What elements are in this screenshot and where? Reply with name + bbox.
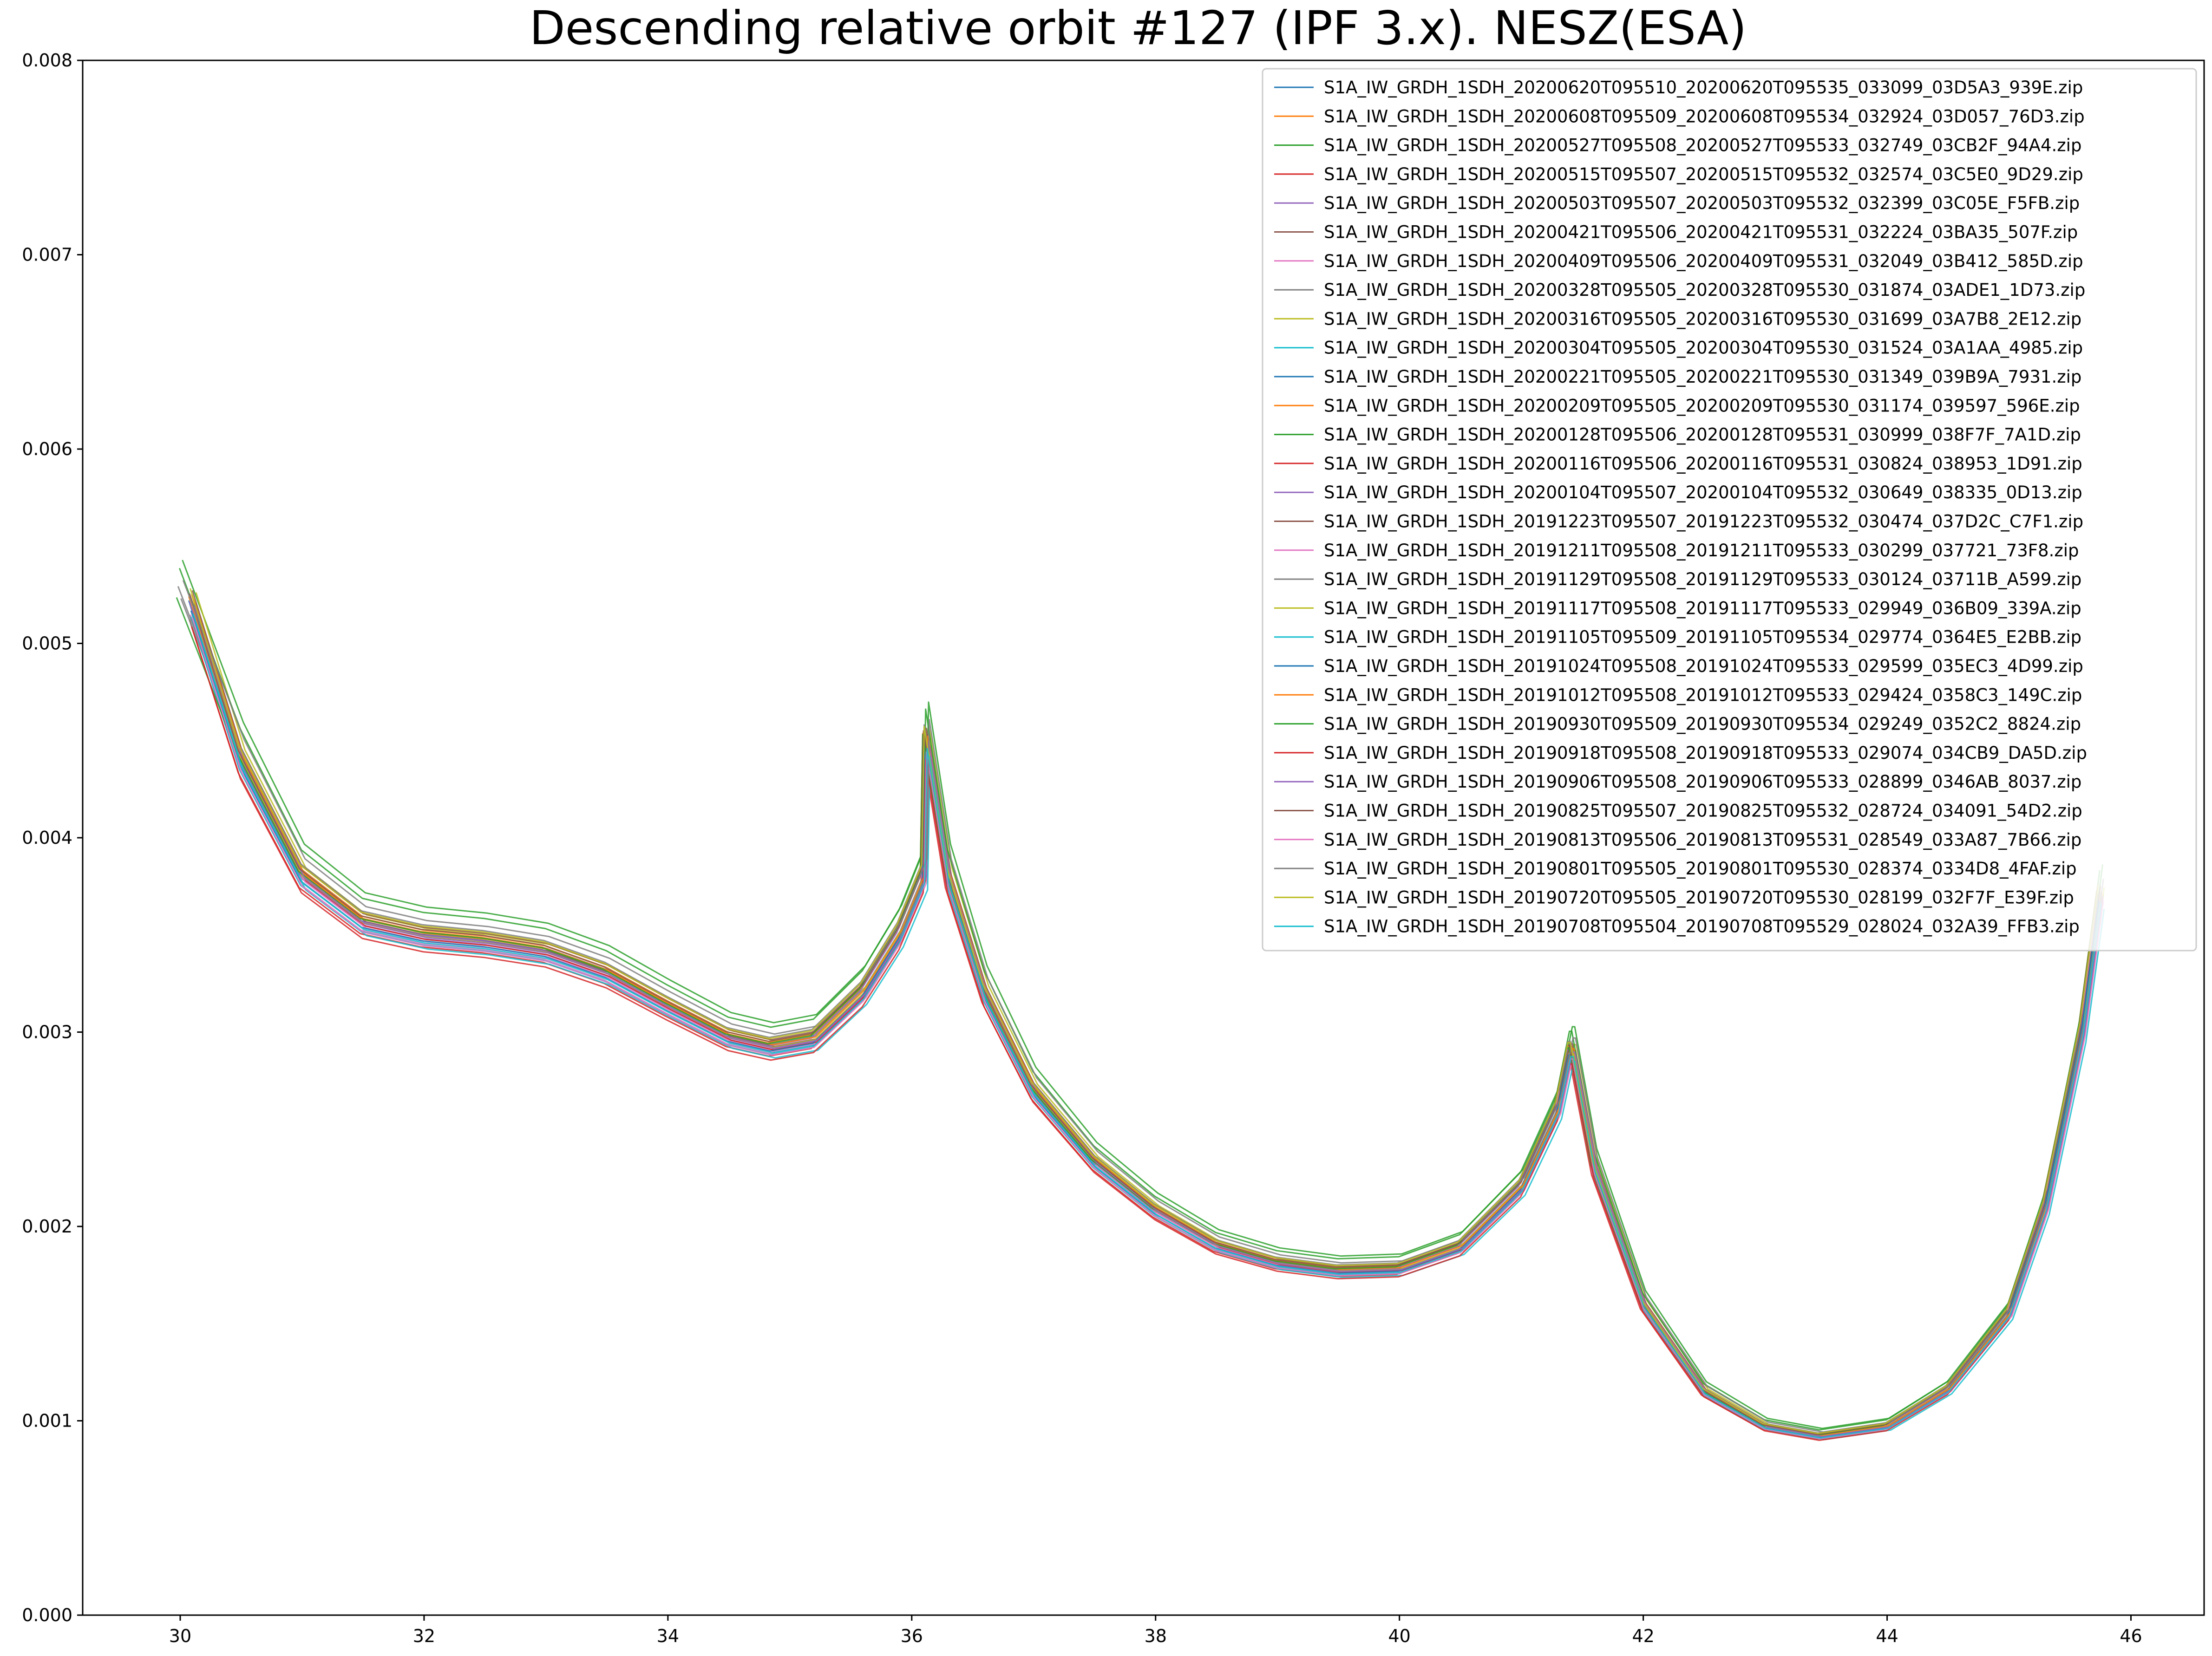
series-line (189, 593, 2099, 1435)
y-tick-label: 0.001 (22, 1411, 72, 1431)
legend-entry: S1A_IW_GRDH_1SDH_20200316T095505_2020031… (1324, 309, 2081, 329)
y-tick-label: 0.004 (22, 828, 72, 848)
x-tick-label: 42 (1632, 1626, 1654, 1646)
series-line (194, 605, 2104, 1437)
chart-title: Descending relative orbit #127 (IPF 3.x)… (530, 1, 1747, 55)
x-tick-label: 38 (1145, 1626, 1167, 1646)
legend-entry: S1A_IW_GRDH_1SDH_20200620T095510_2020062… (1324, 78, 2083, 98)
y-tick-label: 0.000 (22, 1605, 72, 1625)
y-axis: 0.000 0.001 0.002 0.003 0.004 0.005 0.006 0.007… (22, 50, 83, 1625)
x-tick-label: 40 (1388, 1626, 1411, 1646)
series-line (191, 626, 2101, 1441)
series-line (191, 617, 2101, 1440)
series-layer (176, 560, 2105, 1441)
legend-entry: S1A_IW_GRDH_1SDH_20190720T095505_2019072… (1324, 887, 2074, 907)
series-line (178, 567, 2101, 1431)
series-line (182, 580, 2104, 1433)
x-tick-label: 30 (169, 1626, 191, 1646)
legend-entry: S1A_IW_GRDH_1SDH_20200209T095505_2020020… (1324, 396, 2080, 416)
legend-entry: S1A_IW_GRDH_1SDH_20200328T095505_2020032… (1324, 280, 2085, 300)
legend-entry: S1A_IW_GRDH_1SDH_20191117T095508_2019111… (1324, 598, 2081, 618)
legend-entry: S1A_IW_GRDH_1SDH_20200503T095507_2020050… (1324, 193, 2080, 213)
legend-entry: S1A_IW_GRDH_1SDH_20190813T095506_2019081… (1324, 830, 2081, 850)
y-tick-label: 0.005 (22, 633, 72, 654)
series-line (182, 560, 2104, 1429)
legend-entry: S1A_IW_GRDH_1SDH_20190825T095507_2019082… (1324, 801, 2082, 821)
legend-entry: S1A_IW_GRDH_1SDH_20200409T095506_2020040… (1324, 251, 2083, 271)
y-tick-label: 0.002 (22, 1216, 72, 1237)
legend-entry: S1A_IW_GRDH_1SDH_20191211T095508_2019121… (1324, 541, 2079, 561)
x-axis: 30 32 34 36 38 40 42 44 46 (169, 1615, 2142, 1646)
y-tick-label: 0.008 (22, 50, 72, 71)
legend-entry: S1A_IW_GRDH_1SDH_20200527T095508_2020052… (1324, 136, 2081, 156)
legend-entry: S1A_IW_GRDH_1SDH_20190801T095505_2019080… (1324, 859, 2077, 879)
legend-entry: S1A_IW_GRDH_1SDH_20200304T095505_2020030… (1324, 338, 2083, 358)
legend-entry: S1A_IW_GRDH_1SDH_20200515T095507_2020051… (1324, 164, 2083, 184)
x-tick-label: 46 (2120, 1626, 2142, 1646)
y-tick-label: 0.007 (22, 245, 72, 265)
y-tick-label: 0.003 (22, 1022, 72, 1043)
legend-entry: S1A_IW_GRDH_1SDH_20190708T095504_2019070… (1324, 917, 2080, 937)
legend-entry: S1A_IW_GRDH_1SDH_20191024T095508_2019102… (1324, 656, 2083, 676)
y-tick-label: 0.006 (22, 439, 72, 459)
legend-entry: S1A_IW_GRDH_1SDH_20191105T095509_2019110… (1324, 627, 2081, 647)
legend-box (1262, 68, 2197, 952)
x-tick-label: 44 (1876, 1626, 1898, 1646)
legend-entry: S1A_IW_GRDH_1SDH_20200128T095506_2020012… (1324, 425, 2081, 445)
series-line (192, 613, 2102, 1439)
x-tick-label: 34 (657, 1626, 679, 1646)
legend-entry: S1A_IW_GRDH_1SDH_20191129T095508_2019112… (1324, 569, 2081, 589)
legend-entry: S1A_IW_GRDH_1SDH_20200221T095505_2020022… (1324, 367, 2081, 387)
legend-entry: S1A_IW_GRDH_1SDH_20190906T095508_2019090… (1324, 772, 2081, 792)
legend-entry: S1A_IW_GRDH_1SDH_20200116T095506_2020011… (1324, 454, 2082, 474)
legend: S1A_IW_GRDH_1SDH_20200620T095510_2020062… (1262, 68, 2197, 952)
x-tick-label: 32 (413, 1626, 435, 1646)
legend-entry: S1A_IW_GRDH_1SDH_20191012T095508_2019101… (1324, 685, 2082, 705)
legend-entry: S1A_IW_GRDH_1SDH_20191223T095507_2019122… (1324, 512, 2083, 532)
legend-entry: S1A_IW_GRDH_1SDH_20200608T095509_2020060… (1324, 106, 2085, 126)
legend-entry: S1A_IW_GRDH_1SDH_20200421T095506_2020042… (1324, 222, 2078, 242)
legend-entry: S1A_IW_GRDH_1SDH_20200104T095507_2020010… (1324, 482, 2082, 502)
x-tick-label: 36 (901, 1626, 923, 1646)
legend-entry: S1A_IW_GRDH_1SDH_20190930T095509_2019093… (1324, 714, 2081, 734)
series-line (190, 588, 2099, 1434)
legend-entry: S1A_IW_GRDH_1SDH_20190918T095508_2019091… (1324, 743, 2087, 763)
